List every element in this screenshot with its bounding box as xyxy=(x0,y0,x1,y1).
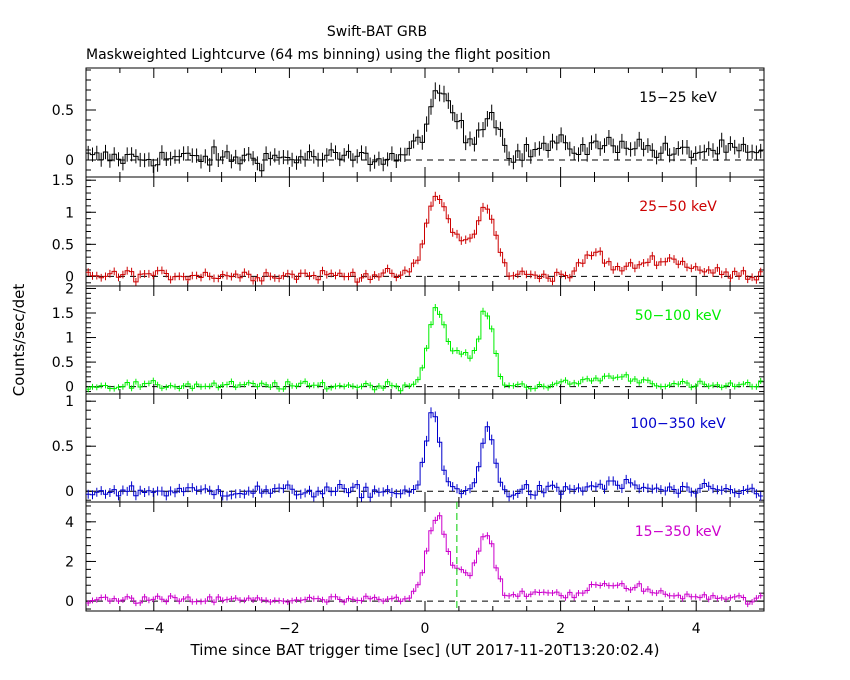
band-label-3: 100−350 keV xyxy=(630,416,726,432)
x-tick-label: 2 xyxy=(556,621,565,637)
y-tick-label: 2 xyxy=(65,554,74,570)
lightcurve-series-3 xyxy=(86,412,763,499)
band-label-0: 15−25 keV xyxy=(639,90,717,106)
y-tick-label: 0.5 xyxy=(52,439,74,455)
band-label-1: 25−50 keV xyxy=(639,199,717,215)
band-label-2: 50−100 keV xyxy=(635,308,722,324)
panel-frame-2 xyxy=(85,285,765,395)
y-tick-label: 0 xyxy=(65,153,74,169)
y-tick-label: 0.5 xyxy=(52,237,74,253)
lightcurve-series-4 xyxy=(86,515,763,605)
panel-frame-0 xyxy=(85,67,765,178)
y-tick-label: 0 xyxy=(65,594,74,610)
chart-subtitle: Maskweighted Lightcurve (64 ms binning) … xyxy=(86,47,551,63)
y-tick-label: 0.5 xyxy=(52,103,74,119)
lightcurve-series-2 xyxy=(86,307,763,392)
x-tick-label: 0 xyxy=(421,621,430,637)
x-axis-label: Time since BAT trigger time [sec] (UT 20… xyxy=(190,641,660,659)
panels-group: 0 0.5 15−25 keV 0 0.5 1 1.5 25−50 keV 0 0.5 1 1.5 2 5… xyxy=(52,67,765,637)
y-tick-label: 1.5 xyxy=(52,173,74,189)
chart-title: Swift-BAT GRB xyxy=(327,24,427,40)
band-label-4: 15−350 keV xyxy=(635,524,722,540)
y-tick-label: 0 xyxy=(65,269,74,285)
y-tick-label: 1 xyxy=(65,205,74,221)
x-tick-label: −4 xyxy=(143,621,164,637)
y-axis-label: Counts/sec/det xyxy=(10,284,28,397)
lightcurve-series-0 xyxy=(86,90,763,172)
x-tick-label: 4 xyxy=(692,621,701,637)
y-tick-label: 1 xyxy=(65,394,74,410)
y-tick-label: 4 xyxy=(65,515,74,531)
y-tick-label: 1 xyxy=(65,331,74,347)
y-tick-label: 0 xyxy=(65,380,74,396)
y-tick-label: 0 xyxy=(65,484,74,500)
y-tick-label: 2 xyxy=(65,281,74,297)
x-tick-label: −2 xyxy=(279,621,300,637)
lightcurve-series-1 xyxy=(86,195,763,283)
y-tick-label: 1.5 xyxy=(52,306,74,322)
y-tick-label: 0.5 xyxy=(52,355,74,371)
